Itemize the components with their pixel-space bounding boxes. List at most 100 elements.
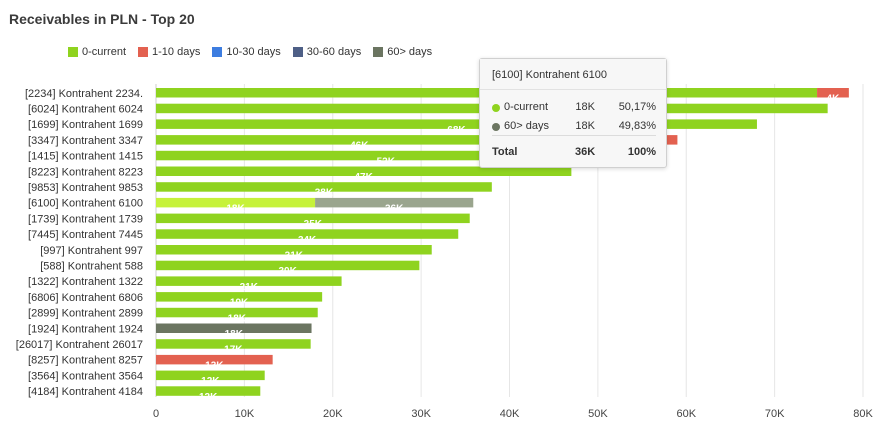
data-label: 36K bbox=[385, 203, 404, 214]
bar-segment bbox=[156, 197, 316, 208]
tooltip-row-percent: 49,83% bbox=[618, 120, 656, 132]
legend-item-60-plus-days[interactable]: 60> days bbox=[373, 46, 432, 58]
legend-label: 1-10 days bbox=[152, 46, 201, 58]
data-label: 18K bbox=[228, 313, 247, 324]
category-label: [2899] Kontrahent 2899 bbox=[28, 308, 143, 320]
tooltip-row-60-plus-days: 60> days 18K 49,83% bbox=[480, 120, 666, 134]
series-dot-icon bbox=[492, 104, 500, 112]
bar-segment bbox=[156, 150, 616, 161]
tooltip-total-value: 36K bbox=[575, 146, 596, 158]
legend-item-30-60-days[interactable]: 30-60 days bbox=[292, 46, 362, 58]
x-tick-label: 10K bbox=[235, 408, 255, 420]
legend-label: 60> days bbox=[387, 46, 433, 58]
data-label: 34K bbox=[298, 235, 317, 246]
x-tick-label: 0 bbox=[153, 408, 159, 420]
category-label: [8223] Kontrahent 8223 bbox=[28, 166, 143, 178]
bar-segment bbox=[156, 260, 420, 271]
bar-segment bbox=[156, 323, 312, 333]
tooltip-row-value: 18K bbox=[575, 120, 595, 132]
chart-title: Receivables in PLN - Top 20 bbox=[9, 11, 195, 27]
category-label: [3347] Kontrahent 3347 bbox=[28, 135, 143, 147]
tooltip-total-label: Total bbox=[492, 146, 518, 158]
data-label: 38K bbox=[315, 188, 334, 199]
legend-swatch bbox=[138, 47, 149, 57]
data-label: 19K bbox=[230, 298, 249, 309]
category-label: [8257] Kontrahent 8257 bbox=[28, 355, 143, 367]
data-label: 35K bbox=[304, 219, 323, 230]
bar-segment bbox=[156, 370, 265, 381]
tooltip-total-percent: 100% bbox=[627, 146, 656, 158]
data-label: 12K bbox=[199, 392, 218, 403]
tooltip-title: [6100] Kontrahent 6100 bbox=[480, 59, 666, 90]
category-label: [6100] Kontrahent 6100 bbox=[28, 198, 143, 210]
tooltip-row-label: 60> days bbox=[504, 120, 549, 132]
x-tick-label: 80K bbox=[853, 408, 873, 420]
data-label: 52K bbox=[377, 156, 396, 167]
data-label: 31K bbox=[285, 251, 304, 262]
category-label: [6806] Kontrahent 6806 bbox=[28, 292, 143, 304]
legend-item-10-30-days[interactable]: 10-30 days bbox=[212, 46, 281, 58]
category-label: [26017] Kontrahent 26017 bbox=[16, 339, 143, 351]
category-label: [2234] Kontrahent 2234. bbox=[25, 88, 143, 100]
bar-segment bbox=[156, 135, 563, 145]
legend-swatch bbox=[212, 47, 223, 57]
data-label: 68K bbox=[447, 125, 466, 136]
bar-segment bbox=[156, 119, 757, 129]
bar-segment bbox=[156, 182, 492, 192]
category-label: [6024] Kontrahent 6024 bbox=[28, 103, 143, 115]
bar-segment bbox=[156, 292, 323, 302]
legend: 0-current 1-10 days 10-30 days 30-60 day… bbox=[68, 46, 432, 58]
legend-label: 0-current bbox=[82, 46, 127, 58]
category-label: [3564] Kontrahent 3564 bbox=[28, 370, 143, 382]
category-label: [7445] Kontrahent 7445 bbox=[28, 229, 143, 241]
data-label: 30K bbox=[278, 266, 297, 277]
category-label: [997] Kontrahent 997 bbox=[40, 245, 143, 257]
x-tick-label: 70K bbox=[765, 408, 785, 420]
data-label: 18K bbox=[225, 329, 244, 340]
bar-segment bbox=[156, 213, 470, 224]
x-tick-label: 20K bbox=[323, 408, 343, 420]
category-label: [1739] Kontrahent 1739 bbox=[28, 213, 143, 225]
tooltip-row-percent: 50,17% bbox=[618, 101, 656, 113]
data-label: 17K bbox=[224, 345, 243, 356]
legend-swatch bbox=[68, 47, 78, 57]
bar-segment bbox=[156, 354, 273, 365]
series-dot-icon bbox=[492, 123, 500, 131]
bar-segment bbox=[156, 229, 459, 239]
legend-item-1-10-days[interactable]: 1-10 days bbox=[138, 46, 200, 58]
x-tick-label: 30K bbox=[411, 408, 431, 420]
legend-label: 30-60 days bbox=[306, 46, 362, 58]
x-tick-label: 40K bbox=[500, 408, 520, 420]
data-label: 18K bbox=[226, 203, 245, 214]
legend-item-0-current[interactable]: 0-current bbox=[68, 46, 126, 58]
bar-segment bbox=[156, 166, 572, 176]
tooltip-total-row: Total 36K 100% bbox=[480, 146, 666, 160]
bar-segment bbox=[156, 307, 318, 318]
category-label: [588] Kontrahent 588 bbox=[40, 260, 143, 272]
tooltip-row-value: 18K bbox=[575, 101, 595, 113]
data-label: 47K bbox=[355, 172, 374, 183]
tooltip-divider bbox=[492, 135, 656, 136]
x-tick-label: 60K bbox=[676, 408, 696, 420]
x-tick-label: 50K bbox=[588, 408, 608, 420]
bar-segment bbox=[156, 386, 261, 396]
category-label: [1699] Kontrahent 1699 bbox=[28, 119, 143, 131]
category-label: [1415] Kontrahent 1415 bbox=[28, 151, 143, 163]
legend-label: 10-30 days bbox=[226, 46, 281, 58]
data-label: 12K bbox=[201, 376, 220, 387]
legend-swatch bbox=[292, 47, 303, 57]
data-label: 13K bbox=[205, 360, 224, 371]
bar-segment bbox=[156, 339, 311, 349]
tooltip: [6100] Kontrahent 6100 0-current 18K 50,… bbox=[479, 58, 667, 168]
bar-segment bbox=[156, 245, 432, 255]
bar-segment bbox=[156, 276, 342, 286]
tooltip-row-0-current: 0-current 18K 50,17% bbox=[480, 101, 666, 115]
tooltip-row-label: 0-current bbox=[504, 101, 549, 113]
category-label: [9853] Kontrahent 9853 bbox=[28, 182, 143, 194]
legend-swatch bbox=[373, 47, 384, 57]
data-label: 4K bbox=[827, 94, 841, 105]
category-label: [1322] Kontrahent 1322 bbox=[28, 276, 143, 288]
bar-segment bbox=[817, 88, 849, 98]
bar-segment bbox=[315, 197, 474, 208]
